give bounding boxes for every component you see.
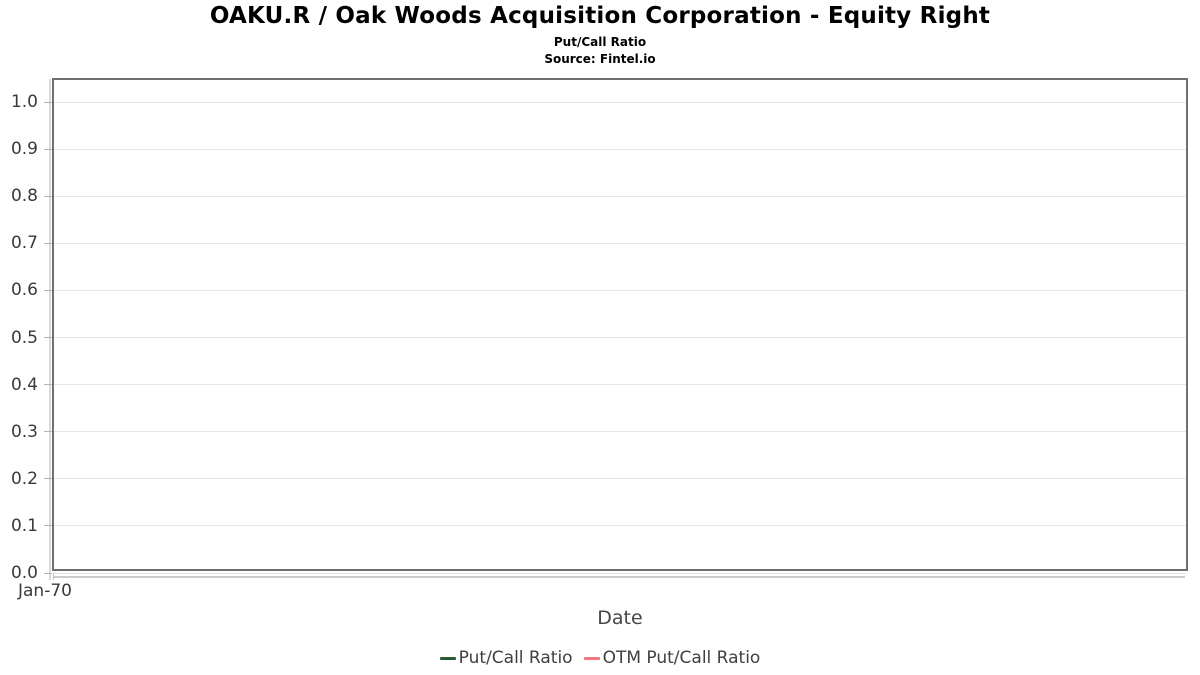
y-tick-mark [44,478,52,480]
gridline [54,525,1186,527]
x-axis-line [53,576,1185,578]
y-tick-mark [44,195,52,197]
y-tick-label: 1.0 [10,92,38,113]
plot-area: 0.0 0.1 0.2 0.3 0.4 0.5 0.6 0.7 0.8 0.9 1.0 [11,78,1188,583]
y-tick-label: 0.2 [10,468,38,489]
gridline [54,384,1186,386]
legend-item[interactable]: Put/Call Ratio [439,648,573,668]
legend-line-icon [439,656,456,660]
y-tick-label: 0.5 [10,327,38,348]
y-tick-label: 0.0 [10,563,38,583]
legend: Put/Call Ratio OTM Put/Call Ratio [0,648,1200,668]
legend-label: OTM Put/Call Ratio [602,648,761,668]
y-tick-mark [44,101,52,103]
y-tick-mark [44,337,52,339]
chart-subtitle: Put/Call Ratio [553,35,647,49]
gridline [54,195,1186,197]
y-tick-mark [44,289,52,291]
gridline [54,478,1186,480]
legend-item[interactable]: OTM Put/Call Ratio [583,648,761,668]
y-tick-label: 0.7 [10,233,38,254]
y-tick-mark [44,148,52,150]
gridline [54,101,1186,103]
y-tick-mark [44,525,52,527]
gridline [54,572,1186,574]
y-tick-label: 0.4 [10,374,38,395]
legend-line-icon [583,656,600,660]
y-tick-mark [44,431,52,433]
chart-title: OAKU.R / Oak Woods Acquisition Corporati… [209,3,991,29]
y-tick-mark [44,572,52,574]
gridline [54,242,1186,244]
gridline [54,337,1186,339]
y-tick-label: 0.8 [10,186,38,207]
gridline [54,148,1186,150]
y-tick-label: 0.6 [10,280,38,301]
x-tick-label: Jan-70 [18,581,72,601]
y-tick-label: 0.3 [10,421,38,442]
y-axis-line [49,79,51,580]
y-tick-mark [44,242,52,244]
y-tick-mark [44,384,52,386]
x-tick-mark [53,573,54,580]
y-tick-label: 0.1 [10,515,38,536]
gridline [54,431,1186,433]
chart-source: Source: Fintel.io [544,52,656,66]
legend-label: Put/Call Ratio [458,648,573,668]
y-tick-label: 0.9 [10,139,38,160]
x-axis-title: Date [597,607,643,629]
gridline [54,289,1186,291]
